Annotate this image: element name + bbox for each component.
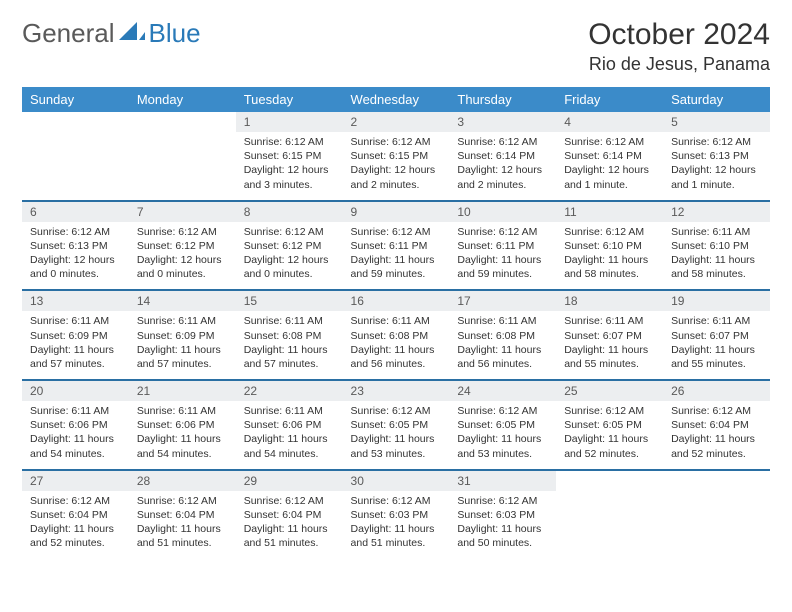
day-number-cell: 2 — [343, 112, 450, 132]
day-content-cell: Sunrise: 6:12 AMSunset: 6:03 PMDaylight:… — [343, 491, 450, 559]
day-header: Wednesday — [343, 87, 450, 112]
day-number-cell: 20 — [22, 381, 129, 401]
day-content-cell: Sunrise: 6:11 AMSunset: 6:06 PMDaylight:… — [22, 401, 129, 470]
day-number-cell: 19 — [663, 291, 770, 311]
day-content-cell: Sunrise: 6:12 AMSunset: 6:10 PMDaylight:… — [556, 222, 663, 291]
day-header: Sunday — [22, 87, 129, 112]
day-content-cell: Sunrise: 6:12 AMSunset: 6:04 PMDaylight:… — [129, 491, 236, 559]
day-content-cell — [129, 132, 236, 201]
day-content-cell: Sunrise: 6:12 AMSunset: 6:05 PMDaylight:… — [343, 401, 450, 470]
day-header: Tuesday — [236, 87, 343, 112]
location-label: Rio de Jesus, Panama — [588, 54, 770, 75]
day-content-cell: Sunrise: 6:12 AMSunset: 6:04 PMDaylight:… — [236, 491, 343, 559]
day-number-cell: 9 — [343, 202, 450, 222]
calendar-table: SundayMondayTuesdayWednesdayThursdayFrid… — [22, 87, 770, 558]
day-content-cell: Sunrise: 6:12 AMSunset: 6:14 PMDaylight:… — [449, 132, 556, 201]
day-number-cell: 25 — [556, 381, 663, 401]
day-number-cell: 30 — [343, 471, 450, 491]
day-number-cell: 5 — [663, 112, 770, 132]
day-number-cell: 13 — [22, 291, 129, 311]
day-number-cell: 3 — [449, 112, 556, 132]
day-content-cell — [22, 132, 129, 201]
day-number-cell — [556, 471, 663, 491]
logo-sail-icon — [119, 18, 145, 49]
day-number-cell: 15 — [236, 291, 343, 311]
day-number-cell: 23 — [343, 381, 450, 401]
logo: General Blue — [22, 18, 201, 49]
day-number-cell — [22, 112, 129, 132]
day-number-cell: 22 — [236, 381, 343, 401]
day-content-cell: Sunrise: 6:12 AMSunset: 6:14 PMDaylight:… — [556, 132, 663, 201]
logo-text-b: Blue — [149, 18, 201, 49]
day-content-cell: Sunrise: 6:11 AMSunset: 6:09 PMDaylight:… — [22, 311, 129, 380]
day-content-cell: Sunrise: 6:12 AMSunset: 6:11 PMDaylight:… — [449, 222, 556, 291]
day-number-cell: 17 — [449, 291, 556, 311]
day-content-cell: Sunrise: 6:11 AMSunset: 6:08 PMDaylight:… — [449, 311, 556, 380]
day-content-cell: Sunrise: 6:12 AMSunset: 6:13 PMDaylight:… — [22, 222, 129, 291]
day-number-cell: 31 — [449, 471, 556, 491]
day-number-cell: 1 — [236, 112, 343, 132]
day-content-cell: Sunrise: 6:12 AMSunset: 6:12 PMDaylight:… — [129, 222, 236, 291]
day-header: Friday — [556, 87, 663, 112]
day-content-cell: Sunrise: 6:11 AMSunset: 6:08 PMDaylight:… — [343, 311, 450, 380]
day-number-cell: 21 — [129, 381, 236, 401]
day-number-cell: 10 — [449, 202, 556, 222]
day-number-cell — [663, 471, 770, 491]
day-content-row: Sunrise: 6:12 AMSunset: 6:04 PMDaylight:… — [22, 491, 770, 559]
day-number-cell: 11 — [556, 202, 663, 222]
day-content-cell: Sunrise: 6:12 AMSunset: 6:04 PMDaylight:… — [663, 401, 770, 470]
day-number-cell: 14 — [129, 291, 236, 311]
day-number-row: 6789101112 — [22, 202, 770, 222]
day-content-cell: Sunrise: 6:11 AMSunset: 6:08 PMDaylight:… — [236, 311, 343, 380]
month-title: October 2024 — [588, 18, 770, 52]
day-content-cell: Sunrise: 6:11 AMSunset: 6:09 PMDaylight:… — [129, 311, 236, 380]
day-content-cell: Sunrise: 6:12 AMSunset: 6:15 PMDaylight:… — [343, 132, 450, 201]
day-number-cell: 16 — [343, 291, 450, 311]
day-content-cell: Sunrise: 6:12 AMSunset: 6:05 PMDaylight:… — [556, 401, 663, 470]
day-content-cell: Sunrise: 6:12 AMSunset: 6:05 PMDaylight:… — [449, 401, 556, 470]
day-content-cell: Sunrise: 6:11 AMSunset: 6:07 PMDaylight:… — [556, 311, 663, 380]
page-header: General Blue October 2024 Rio de Jesus, … — [22, 18, 770, 75]
day-header-row: SundayMondayTuesdayWednesdayThursdayFrid… — [22, 87, 770, 112]
day-number-cell: 4 — [556, 112, 663, 132]
day-content-row: Sunrise: 6:11 AMSunset: 6:09 PMDaylight:… — [22, 311, 770, 380]
day-content-cell: Sunrise: 6:12 AMSunset: 6:11 PMDaylight:… — [343, 222, 450, 291]
day-content-cell: Sunrise: 6:12 AMSunset: 6:04 PMDaylight:… — [22, 491, 129, 559]
day-content-row: Sunrise: 6:12 AMSunset: 6:15 PMDaylight:… — [22, 132, 770, 201]
day-content-cell — [663, 491, 770, 559]
day-number-row: 12345 — [22, 112, 770, 132]
day-number-cell: 12 — [663, 202, 770, 222]
day-content-cell: Sunrise: 6:12 AMSunset: 6:13 PMDaylight:… — [663, 132, 770, 201]
day-content-cell: Sunrise: 6:12 AMSunset: 6:15 PMDaylight:… — [236, 132, 343, 201]
day-number-cell: 24 — [449, 381, 556, 401]
day-content-cell: Sunrise: 6:11 AMSunset: 6:06 PMDaylight:… — [236, 401, 343, 470]
day-content-cell: Sunrise: 6:12 AMSunset: 6:03 PMDaylight:… — [449, 491, 556, 559]
day-number-cell: 6 — [22, 202, 129, 222]
day-number-row: 20212223242526 — [22, 381, 770, 401]
day-content-row: Sunrise: 6:11 AMSunset: 6:06 PMDaylight:… — [22, 401, 770, 470]
day-header: Saturday — [663, 87, 770, 112]
day-number-cell — [129, 112, 236, 132]
day-header: Monday — [129, 87, 236, 112]
day-content-cell: Sunrise: 6:12 AMSunset: 6:12 PMDaylight:… — [236, 222, 343, 291]
day-number-cell: 18 — [556, 291, 663, 311]
day-number-cell: 27 — [22, 471, 129, 491]
day-number-cell: 8 — [236, 202, 343, 222]
day-number-cell: 29 — [236, 471, 343, 491]
day-content-cell: Sunrise: 6:11 AMSunset: 6:10 PMDaylight:… — [663, 222, 770, 291]
day-header: Thursday — [449, 87, 556, 112]
day-number-cell: 7 — [129, 202, 236, 222]
day-number-row: 13141516171819 — [22, 291, 770, 311]
day-content-cell: Sunrise: 6:11 AMSunset: 6:07 PMDaylight:… — [663, 311, 770, 380]
day-content-row: Sunrise: 6:12 AMSunset: 6:13 PMDaylight:… — [22, 222, 770, 291]
day-content-cell: Sunrise: 6:11 AMSunset: 6:06 PMDaylight:… — [129, 401, 236, 470]
title-block: October 2024 Rio de Jesus, Panama — [588, 18, 770, 75]
logo-text-a: General — [22, 18, 115, 49]
day-number-cell: 26 — [663, 381, 770, 401]
day-content-cell — [556, 491, 663, 559]
day-number-cell: 28 — [129, 471, 236, 491]
day-number-row: 2728293031 — [22, 471, 770, 491]
